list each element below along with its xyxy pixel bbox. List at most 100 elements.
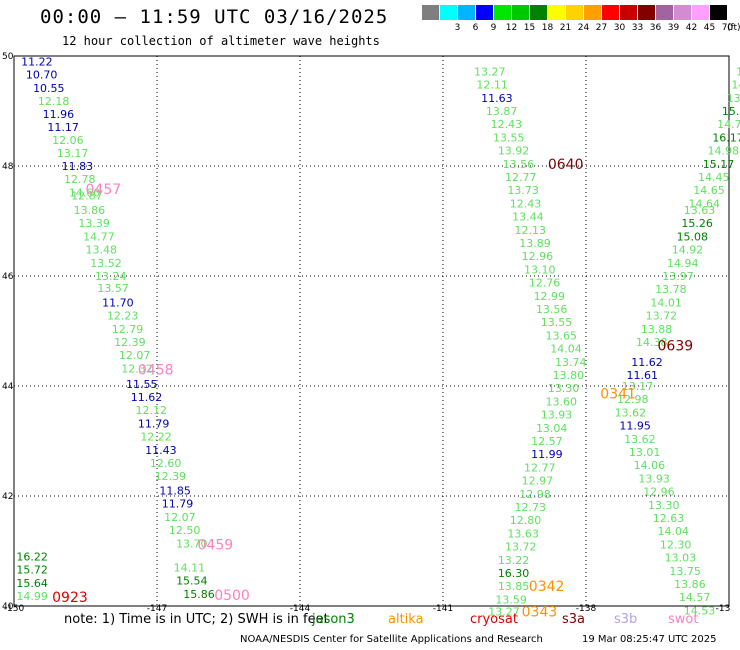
wave-height-reading: 11.62	[131, 391, 163, 404]
wave-height-reading: 12.43	[510, 197, 542, 210]
wave-height-reading: 11.85	[159, 485, 191, 498]
wave-height-reading: 11.79	[162, 498, 194, 511]
wave-height-reading: 13.63	[684, 204, 716, 217]
pass-time-label: 0341	[600, 387, 636, 403]
wave-height-reading: 15.17	[703, 158, 735, 171]
wave-height-reading: 12.77	[505, 171, 537, 184]
credit-line: NOAA/NESDIS Center for Satellite Applica…	[240, 634, 543, 645]
wave-height-reading: 13.55	[541, 316, 573, 329]
wave-height-reading: 13.24	[95, 270, 127, 283]
wave-height-reading: 15.72	[16, 564, 47, 577]
longitude-tick-label: -13	[716, 604, 731, 614]
wave-height-reading: 13.17	[622, 380, 654, 393]
longitude-tick-label: -144	[290, 604, 311, 614]
wave-height-reading: 13.88	[641, 323, 673, 336]
legend-swatch	[422, 5, 439, 20]
legend-swatch	[566, 5, 583, 20]
longitude-tick-label: -150	[4, 604, 25, 614]
longitude-tick-label: -138	[576, 604, 597, 614]
satellite-swot: swot	[668, 612, 699, 627]
satellite-cryosat: cryosat	[470, 612, 518, 627]
wave-height-reading: 13.74	[555, 356, 587, 369]
wave-height-reading: 13.65	[545, 329, 577, 342]
legend-label: 33	[631, 23, 644, 33]
wave-height-reading: 12.07	[164, 511, 196, 524]
satellite-altika: altika	[388, 612, 424, 627]
wave-height-reading: 12.23	[107, 310, 139, 323]
wave-height-reading: 11.70	[102, 296, 134, 309]
legend-swatch	[512, 5, 529, 20]
pass-time-label: 0500	[214, 588, 250, 604]
wave-height-reading: 12.96	[643, 486, 675, 499]
footer-note: note: 1) Time is in UTC; 2) SWH is in fe…	[64, 612, 329, 627]
wave-readings: 11.2210.7010.5512.1811.9611.1712.0613.17…	[16, 56, 740, 619]
legend-swatch	[458, 5, 475, 20]
wave-height-reading: 11.22	[21, 56, 53, 69]
pass-time-label: 0342	[529, 579, 565, 595]
wave-height-reading: 13.78	[655, 283, 687, 296]
pass-time-label: 0640	[548, 157, 584, 173]
wave-height-reading: 13.93	[638, 472, 670, 485]
wave-height-reading: 12.98	[617, 393, 649, 406]
legend-swatch	[620, 5, 637, 20]
wave-height-reading: 12.96	[522, 250, 554, 263]
wave-height-reading: 12.43	[491, 118, 522, 131]
wave-height-reading: 12.76	[529, 277, 561, 290]
wave-height-reading: 13.63	[507, 527, 538, 540]
wave-height-reading: 13.97	[662, 270, 694, 283]
legend-label: 21	[559, 23, 572, 33]
wave-height-reading: 13.01	[629, 446, 661, 459]
pass-time-label: 0458	[138, 363, 174, 379]
wave-height-reading: 12.06	[52, 134, 83, 147]
wave-height-reading: 12.18	[38, 95, 69, 108]
pass-time-label: 0457	[86, 182, 122, 198]
legend-label: 39	[667, 23, 680, 33]
wave-height-reading: 12.97	[522, 475, 554, 488]
wave-height-reading: 13.04	[536, 422, 568, 435]
legend-label: 70	[721, 23, 734, 33]
wave-height-reading: 16.17	[712, 131, 740, 144]
legend-label: 27	[595, 23, 608, 33]
wave-height-reading: 12.73	[515, 501, 547, 514]
wave-height-reading: 12.78	[64, 173, 96, 186]
wave-height-reading: 13.59	[495, 593, 527, 606]
wave-height-reading: 12.79	[112, 323, 144, 336]
wave-height-reading: 14.66	[731, 79, 740, 92]
legend-label: 30	[613, 23, 626, 33]
map-subtitle: 12 hour collection of altimeter wave hei…	[62, 34, 380, 48]
wave-height-reading: 14.64	[688, 197, 720, 210]
wave-height-reading: 14.77	[83, 230, 115, 243]
wave-height-reading: 13.30	[648, 499, 680, 512]
legend-swatch	[530, 5, 547, 20]
wave-height-reading: 14.65	[693, 184, 725, 197]
wave-height-reading: 11.43	[145, 444, 177, 457]
legend-swatch	[494, 5, 511, 20]
wave-height-reading: 13.73	[507, 184, 538, 197]
wave-height-reading: 12.39	[155, 470, 187, 483]
wave-height-reading: 13.85	[498, 580, 529, 593]
wave-height-reading: 14.06	[736, 65, 740, 78]
wave-height-reading: 13.39	[78, 217, 110, 230]
wave-height-reading: 13.69	[727, 92, 740, 105]
wave-height-reading: 12.57	[531, 435, 563, 448]
wave-height-reading: 11.55	[126, 378, 157, 391]
wave-height-reading: 14.99	[16, 590, 47, 603]
wave-height-reading: 13.86	[674, 578, 706, 591]
longitude-tick-label: -141	[433, 604, 453, 614]
legend-swatch	[476, 5, 493, 20]
legend-swatch	[674, 5, 691, 20]
wave-height-reading: 11.96	[43, 108, 75, 121]
wave-height-reading: 15.86	[183, 588, 215, 601]
wave-height-reading: 13.93	[541, 409, 573, 422]
latitude-tick-label: 50	[2, 52, 14, 62]
wave-height-reading: 13.03	[665, 552, 697, 565]
wave-height-reading: 15.26	[681, 217, 713, 230]
legend-swatch	[548, 5, 565, 20]
wave-height-reading: 12.98	[519, 488, 551, 501]
wave-height-reading: 13.89	[519, 237, 551, 250]
wave-height-reading: 12.77	[524, 461, 556, 474]
wave-height-reading: 12.32	[121, 362, 153, 375]
satellite-s3a: s3a	[562, 612, 586, 627]
